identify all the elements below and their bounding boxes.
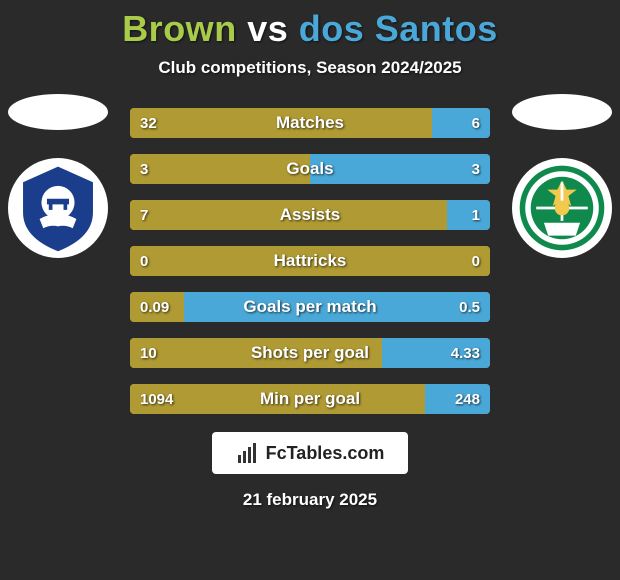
stat-row: 00Hattricks — [130, 246, 490, 276]
stat-label: Hattricks — [130, 246, 490, 276]
stat-bars: 326Matches 33Goals 71Assists 00Hattricks 0.0… — [130, 108, 490, 414]
comparison-title: Brown vs dos Santos — [0, 0, 620, 50]
footer-date: 21 february 2025 — [0, 490, 620, 510]
left-ellipse — [8, 94, 108, 130]
stat-label: Matches — [130, 108, 490, 138]
footer-brand-text: FcTables.com — [266, 443, 385, 464]
vs-text: vs — [247, 8, 288, 49]
stat-row: 71Assists — [130, 200, 490, 230]
stat-row: 33Goals — [130, 154, 490, 184]
subtitle-text: Club competitions, Season 2024/2025 — [0, 58, 620, 78]
left-club-crest — [8, 158, 108, 258]
comparison-container: 326Matches 33Goals 71Assists 00Hattricks 0.0… — [0, 108, 620, 414]
stat-row: 326Matches — [130, 108, 490, 138]
crest-left-icon — [12, 162, 104, 254]
stat-label: Goals per match — [130, 292, 490, 322]
chart-icon — [236, 441, 260, 465]
stat-row: 1094248Min per goal — [130, 384, 490, 414]
player2-name: dos Santos — [299, 8, 498, 49]
stat-label: Shots per goal — [130, 338, 490, 368]
stat-label: Goals — [130, 154, 490, 184]
right-ellipse — [512, 94, 612, 130]
stat-row: 104.33Shots per goal — [130, 338, 490, 368]
stat-row: 0.090.5Goals per match — [130, 292, 490, 322]
stat-label: Min per goal — [130, 384, 490, 414]
crest-right-icon — [516, 162, 608, 254]
stat-label: Assists — [130, 200, 490, 230]
footer-logo: FcTables.com — [212, 432, 408, 474]
right-club-crest — [512, 158, 612, 258]
player1-name: Brown — [122, 8, 237, 49]
